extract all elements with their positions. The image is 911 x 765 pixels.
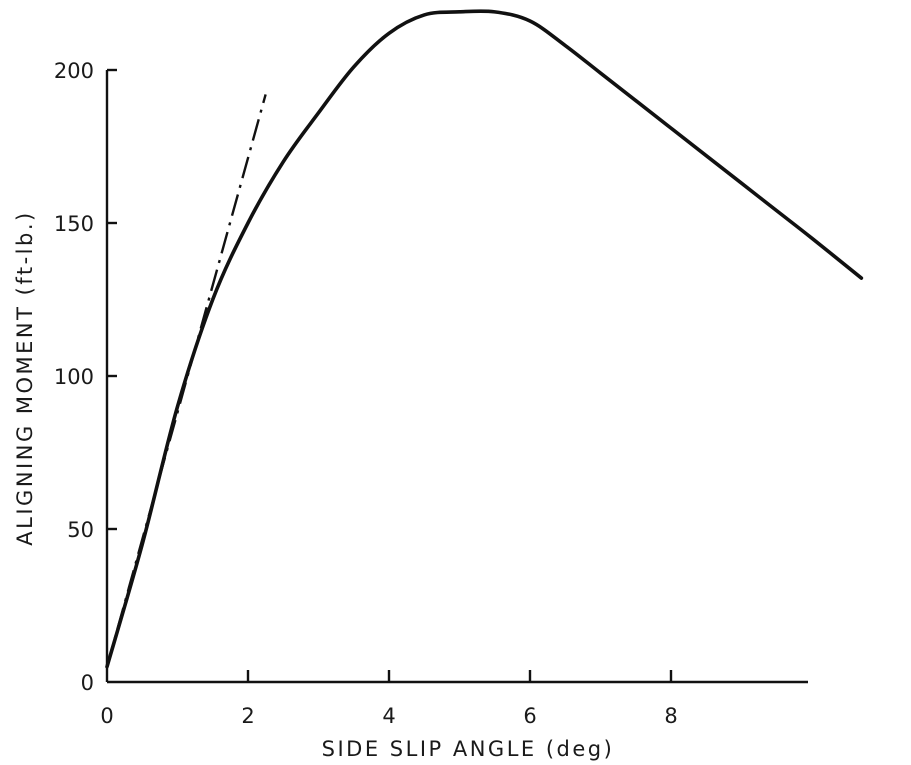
y-tick-label: 50 [67,518,94,542]
x-tick-label: 4 [382,704,395,728]
x-tick-label: 8 [664,704,677,728]
initial-slope-line [105,94,267,668]
x-axis-label: SIDE SLIP ANGLE (deg) [322,737,615,761]
x-tick-label: 0 [100,704,113,728]
y-axis-label: ALIGNING MOMENT (ft-lb.) [13,210,37,545]
y-tick-label: 200 [54,59,94,83]
y-tick-label: 100 [54,365,94,389]
axes [105,70,808,684]
y-tick-label: 150 [54,212,94,236]
x-tick-label: 2 [241,704,254,728]
y-tick-label: 0 [81,671,94,695]
aligning-moment-curve [105,9,864,669]
x-tick-label: 6 [523,704,536,728]
series-group [105,9,864,669]
ticks: 0 2 4 6 8 0 50 100 150 200 [54,59,678,728]
